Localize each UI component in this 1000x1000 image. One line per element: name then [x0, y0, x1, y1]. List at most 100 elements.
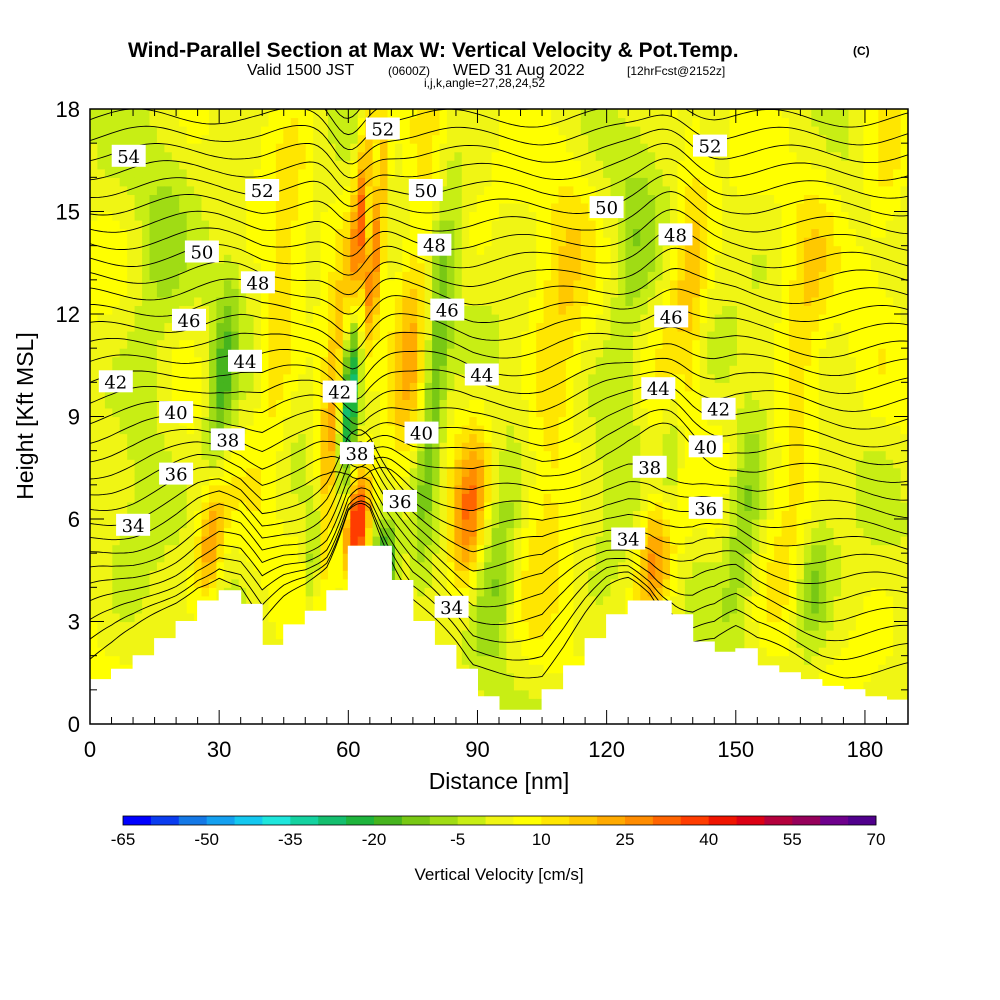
velocity-cell	[551, 510, 560, 520]
velocity-cell	[231, 527, 240, 537]
velocity-cell	[521, 655, 530, 665]
velocity-cell	[469, 536, 478, 546]
velocity-cell	[342, 126, 351, 136]
velocity-cell	[290, 373, 299, 383]
velocity-cell	[536, 570, 545, 580]
velocity-cell	[134, 476, 143, 486]
velocity-cell	[283, 450, 292, 460]
velocity-cell	[424, 331, 433, 341]
velocity-cell	[283, 271, 292, 281]
velocity-cell	[476, 510, 485, 520]
velocity-cell	[543, 382, 552, 392]
velocity-cell	[551, 228, 560, 238]
velocity-cell	[469, 117, 478, 127]
velocity-cell	[588, 134, 597, 144]
velocity-cell	[513, 578, 522, 588]
velocity-cell	[298, 126, 307, 136]
velocity-cell	[588, 254, 597, 264]
velocity-cell	[588, 382, 597, 392]
velocity-cell	[164, 271, 173, 281]
velocity-cell	[476, 570, 485, 580]
velocity-cell	[565, 117, 574, 127]
velocity-cell	[194, 578, 203, 588]
velocity-cell	[551, 356, 560, 366]
velocity-cell	[551, 177, 560, 187]
velocity-cell	[156, 442, 165, 452]
velocity-cell	[298, 390, 307, 400]
velocity-cell	[417, 271, 426, 281]
velocity-cell	[476, 185, 485, 195]
velocity-cell	[328, 459, 336, 469]
velocity-cell	[283, 109, 292, 119]
velocity-cell	[186, 211, 195, 221]
velocity-cell	[409, 570, 418, 580]
velocity-cell	[469, 493, 478, 503]
velocity-cell	[446, 467, 455, 477]
velocity-cell	[320, 228, 329, 238]
velocity-cell	[484, 425, 493, 435]
velocity-cell	[565, 459, 574, 469]
velocity-cell	[551, 681, 560, 691]
velocity-cell	[119, 493, 128, 503]
velocity-cell	[216, 399, 225, 409]
velocity-cell	[238, 595, 247, 605]
velocity-cell	[536, 168, 545, 178]
velocity-cell	[595, 271, 604, 281]
velocity-cell	[90, 177, 98, 187]
velocity-cell	[536, 527, 545, 537]
velocity-cell	[439, 382, 448, 392]
velocity-cell	[231, 459, 240, 469]
velocity-cell	[565, 177, 574, 187]
velocity-cell	[223, 416, 232, 426]
velocity-cell	[231, 143, 240, 153]
velocity-cell	[417, 570, 426, 580]
velocity-cell	[261, 134, 269, 144]
velocity-cell	[209, 399, 217, 409]
velocity-cell	[543, 390, 552, 400]
velocity-cell	[409, 476, 418, 486]
velocity-cell	[246, 245, 255, 255]
velocity-cell	[283, 356, 292, 366]
velocity-cell	[112, 203, 121, 213]
velocity-cell	[97, 587, 106, 597]
velocity-cell	[424, 288, 433, 298]
velocity-cell	[283, 203, 292, 213]
velocity-cell	[454, 630, 463, 640]
velocity-cell	[328, 271, 336, 281]
velocity-cell	[216, 117, 225, 127]
velocity-cell	[454, 467, 463, 477]
velocity-cell	[588, 356, 597, 366]
velocity-cell	[588, 322, 597, 332]
velocity-cell	[439, 450, 448, 460]
velocity-cell	[402, 339, 411, 349]
velocity-cell	[194, 382, 203, 392]
velocity-cell	[90, 476, 98, 486]
velocity-cell	[469, 544, 478, 554]
velocity-cell	[469, 510, 478, 520]
velocity-cell	[350, 237, 359, 247]
velocity-cell	[521, 570, 530, 580]
velocity-cell	[97, 672, 106, 682]
velocity-cell	[580, 314, 589, 324]
velocity-cell	[491, 578, 500, 588]
velocity-cell	[90, 638, 98, 648]
velocity-cell	[588, 433, 597, 443]
velocity-cell	[171, 425, 180, 435]
velocity-cell	[268, 536, 277, 546]
velocity-cell	[558, 348, 567, 358]
velocity-cell	[149, 476, 158, 486]
velocity-cell	[90, 416, 98, 426]
velocity-cell	[313, 185, 322, 195]
velocity-cell	[253, 305, 262, 315]
velocity-cell	[506, 331, 515, 341]
velocity-cell	[201, 211, 210, 221]
velocity-cell	[335, 510, 344, 520]
velocity-cell	[134, 365, 143, 375]
velocity-cell	[409, 373, 418, 383]
velocity-cell	[424, 408, 433, 418]
velocity-cell	[313, 143, 322, 153]
velocity-cell	[275, 570, 284, 580]
velocity-cell	[328, 322, 336, 332]
velocity-cell	[149, 254, 158, 264]
velocity-cell	[565, 254, 574, 264]
